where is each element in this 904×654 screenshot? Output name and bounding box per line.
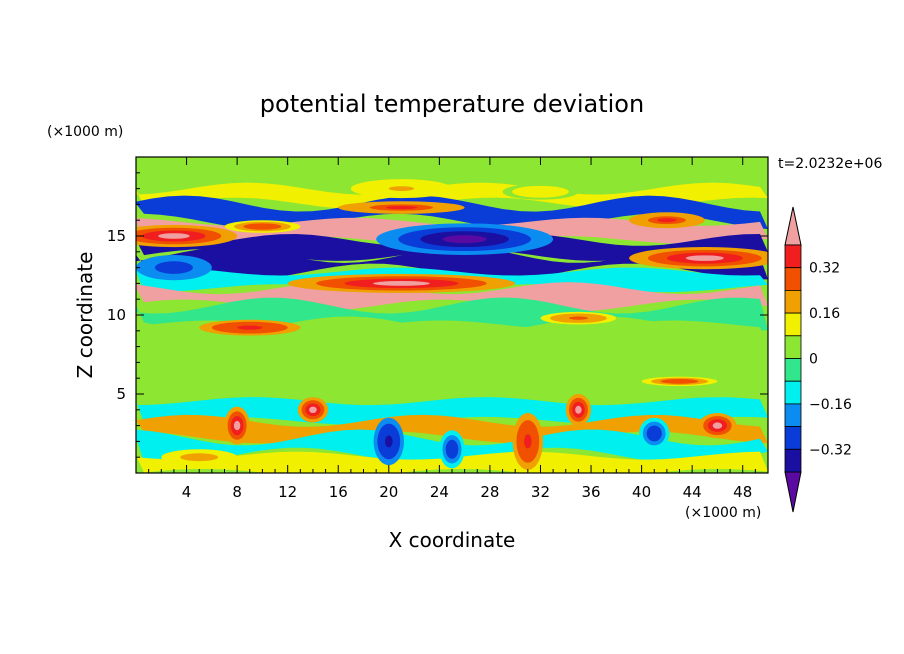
contour-feature [670, 380, 690, 383]
x-tick-label: 20 [379, 483, 398, 501]
y-axis-label: Z coordinate [73, 252, 97, 379]
colorbar-swatch [784, 448, 802, 473]
x-tick-label: 12 [278, 483, 297, 501]
contour-feature [650, 429, 659, 438]
colorbar-swatch [784, 358, 802, 382]
contour-band [136, 195, 768, 230]
x-tick-label: 4 [182, 483, 192, 501]
colorbar-max-arrow [784, 206, 802, 246]
contour-feature [712, 422, 723, 429]
x-tick-label: 40 [632, 483, 651, 501]
colorbar-label: −0.16 [809, 397, 852, 413]
contour-feature [568, 316, 588, 320]
y-tick-label: 15 [107, 227, 126, 245]
contour-band [136, 297, 768, 333]
contour-feature [373, 281, 430, 286]
contour-features [136, 179, 768, 470]
y-tick-label: 10 [107, 306, 126, 324]
contour-band [136, 414, 768, 444]
contour-feature [448, 444, 456, 454]
colorbar-swatch [784, 312, 802, 337]
x-tick-label: 44 [683, 483, 702, 501]
contour-band [136, 367, 768, 410]
contour-feature [189, 455, 209, 460]
contour-feature [685, 255, 724, 261]
colorbar-swatch [784, 267, 802, 291]
contour-feature [237, 325, 263, 330]
plot-area [136, 157, 768, 473]
x-axis-label: X coordinate [389, 528, 516, 552]
contour-feature [530, 189, 550, 194]
y-tick-label: 5 [116, 385, 126, 403]
contour-feature [657, 218, 677, 223]
contour-feature [385, 435, 393, 448]
colorbar-label: 0.16 [809, 306, 840, 322]
contour-band [136, 247, 768, 280]
time-label: t=2.0232e+06 [778, 156, 882, 172]
colorbar-swatch [784, 403, 802, 427]
contour-feature [524, 434, 532, 449]
y-axis-ticks: 5 10 15 [107, 172, 768, 458]
y-unit-label: (×1000 m) [47, 124, 123, 140]
x-tick-label: 28 [480, 483, 499, 501]
colorbar-min-arrow [784, 471, 802, 513]
colorbar-swatch [784, 426, 802, 450]
contour-feature [164, 264, 184, 271]
chart-title: potential temperature deviation [260, 90, 644, 118]
colorbar: 0.32 0.16 0 −0.16 −0.32 [784, 206, 852, 513]
contour-band [136, 157, 768, 193]
contour-feature [252, 224, 272, 229]
contour-feature [309, 406, 317, 413]
x-tick-label: 32 [531, 483, 550, 501]
colorbar-swatch [784, 244, 802, 269]
contour-feature [575, 405, 582, 414]
colorbar-swatch [784, 335, 802, 359]
x-tick-label: 16 [329, 483, 348, 501]
colorbar-swatch [784, 289, 802, 314]
contour-feature [158, 233, 190, 239]
contour-feature [233, 420, 241, 431]
contour-feature [388, 186, 415, 192]
colorbar-swatch [784, 380, 802, 405]
x-tick-label: 8 [232, 483, 242, 501]
contour-feature [442, 235, 487, 244]
contour-feature [385, 205, 418, 210]
x-unit-label: (×1000 m) [685, 505, 761, 521]
x-tick-label: 36 [581, 483, 600, 501]
colorbar-label: 0 [809, 352, 818, 368]
colorbar-label: 0.32 [809, 261, 840, 277]
x-tick-label: 24 [430, 483, 449, 501]
x-tick-label: 48 [733, 483, 752, 501]
contour-band [136, 397, 768, 425]
colorbar-label: −0.32 [809, 442, 852, 458]
x-axis-ticks: 4 8 12 16 20 24 28 32 36 40 44 48 [148, 157, 756, 501]
